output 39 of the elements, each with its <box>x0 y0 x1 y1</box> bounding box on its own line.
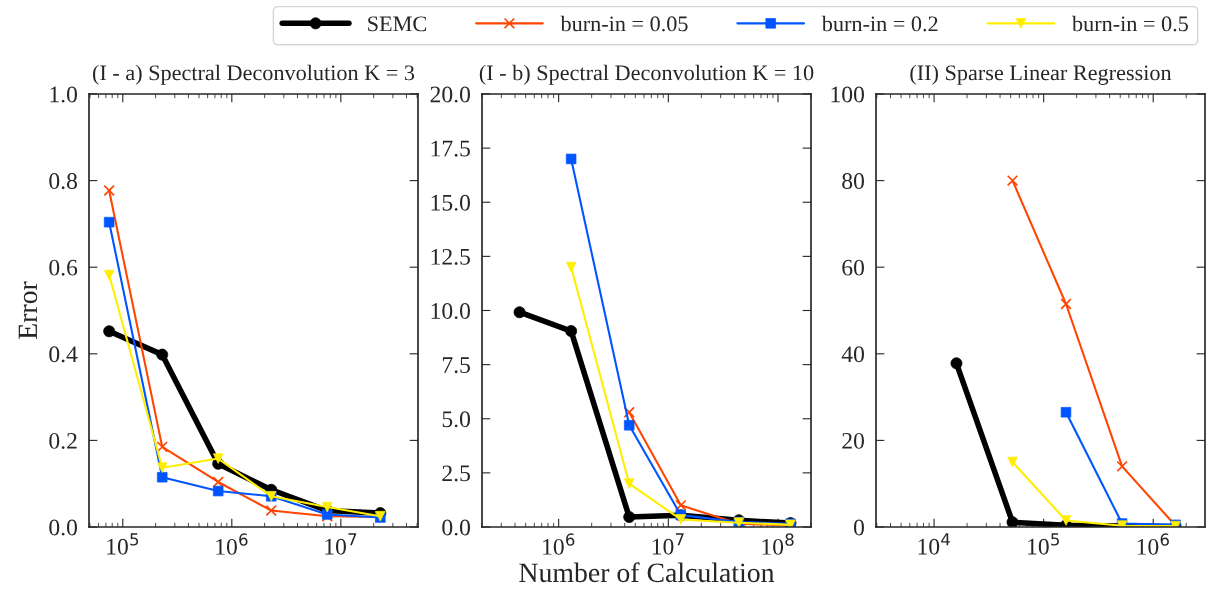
y-tick-label: 0.0 <box>49 519 77 536</box>
y-tick-label: 100 <box>831 86 864 103</box>
y-tick-label: 40 <box>841 346 864 363</box>
y-tick-label: 2.5 <box>442 465 470 482</box>
y-tick-label: 80 <box>842 173 864 190</box>
x-tick-label: 10$^{5}$ <box>107 533 139 555</box>
y-tick-label: 0.6 <box>49 259 78 276</box>
y-tick-label: 20 <box>842 432 864 449</box>
y-tick-label: 0.8 <box>49 173 77 190</box>
x-tick-label: 10$^{7}$ <box>652 533 684 555</box>
y-axis-title: Error <box>18 281 38 339</box>
chart-title: (I - b) Spectral Deconvolution K = 10 <box>479 64 814 85</box>
y-tick-label: 0.2 <box>49 432 77 449</box>
y-tick-label: 20.0 <box>430 86 470 103</box>
y-tick-label: 10.0 <box>431 302 470 320</box>
y-tick-label: 7.5 <box>442 357 470 374</box>
legend-label: burn-in = 0.5 <box>1071 15 1188 32</box>
y-tick-label: 1.0 <box>50 86 77 103</box>
x-tick-label: 10$^{5}$ <box>1028 533 1059 555</box>
x-tick-label: 10$^{8}$ <box>762 533 794 555</box>
y-tick-label: 0.4 <box>49 346 78 363</box>
y-tick-label: 60 <box>842 259 864 276</box>
y-tick-label: 5.0 <box>442 411 470 428</box>
y-tick-label: 0.0 <box>442 519 470 536</box>
x-tick-label: 10$^{6}$ <box>216 533 248 555</box>
chart-title: (I - a) Spectral Deconvolution K = 3 <box>93 64 415 85</box>
legend-label: SEMC <box>368 16 426 32</box>
legend-label: burn-in = 0.2 <box>821 15 938 32</box>
x-tick-label: 10$^{6}$ <box>1137 533 1169 555</box>
y-tick-label: 15.0 <box>431 194 470 211</box>
x-tick-label: 10$^{4}$ <box>918 533 950 555</box>
x-axis-title: Number of Calculation <box>519 562 775 583</box>
y-tick-label: 0 <box>853 519 864 536</box>
chart-title: (II) Sparse Linear Regression <box>910 64 1172 85</box>
x-tick-label: 10$^{7}$ <box>325 533 357 555</box>
y-tick-label: 17.5 <box>431 140 470 157</box>
legend-label: burn-in = 0.05 <box>560 15 688 32</box>
y-tick-label: 12.5 <box>431 248 470 265</box>
x-tick-label: 10$^{6}$ <box>543 533 575 555</box>
